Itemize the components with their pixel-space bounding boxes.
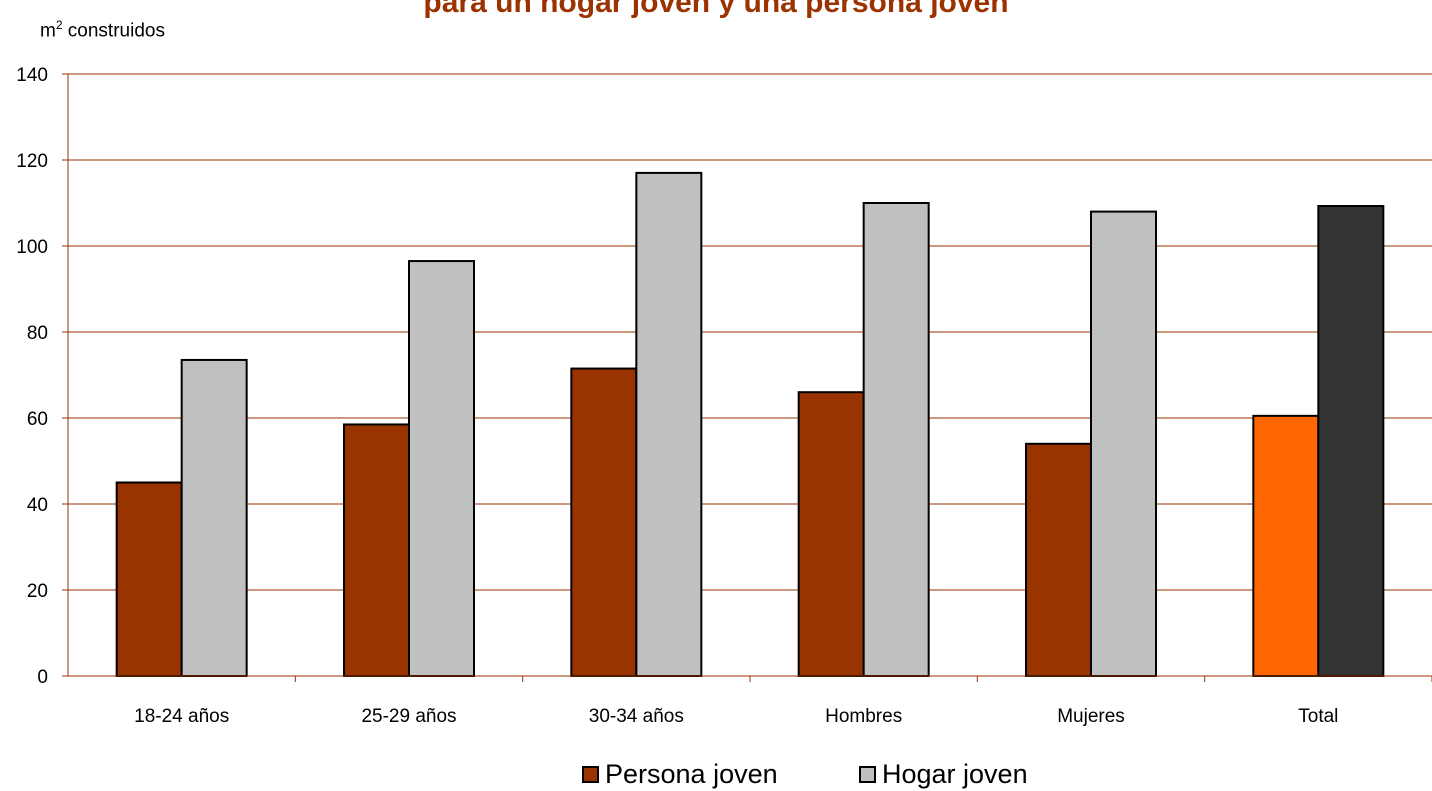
bars — [115, 171, 1385, 678]
y-axis-label-exponent: 2 — [55, 18, 63, 32]
bar-hogar-joven-total — [1317, 205, 1385, 677]
bar-persona-joven-25-29-a-os — [343, 423, 410, 678]
x-axis-ticks: 18-24 años 25-29 años 30-34 años Hombres Muj… — [134, 676, 1432, 727]
gridlines — [68, 73, 1432, 591]
y-tick-label-0: 0 — [37, 667, 48, 688]
y-tick-label-20: 20 — [27, 581, 48, 602]
bar-persona-joven-total — [1252, 414, 1320, 677]
legend-item-persona-joven: Persona joven — [582, 757, 778, 791]
bar-persona-joven-30-34-a-os — [570, 367, 638, 677]
bar-persona-joven-hombres — [797, 391, 865, 677]
x-tick-label-25-29-a-os: 25-29 años — [361, 706, 456, 727]
y-tick-label-80: 80 — [27, 323, 48, 344]
y-tick-label-120: 120 — [16, 151, 48, 172]
bar-hogar-joven-18-24-a-os — [180, 358, 248, 677]
legend-label-persona-joven: Persona joven — [605, 758, 778, 789]
x-tick-label-30-34-a-os: 30-34 años — [589, 706, 684, 727]
y-axis-label-text: construidos — [62, 20, 165, 42]
y-axis-label-unit: m — [40, 20, 56, 42]
y-tick-label-40: 40 — [27, 495, 48, 516]
y-tick-label-100: 100 — [16, 237, 48, 258]
y-tick-label-60: 60 — [27, 409, 48, 430]
bar-hogar-joven-25-29-a-os — [408, 260, 475, 677]
y-axis-ticks: 0 20 40 60 80 100 120 140 — [16, 65, 68, 688]
bar-hogar-joven-hombres — [862, 202, 930, 677]
bar-hogar-joven-30-34-a-os — [635, 171, 703, 677]
bar-persona-joven-mujeres — [1025, 442, 1092, 677]
chart-title: para un hogar joven y una persona joven — [423, 0, 1009, 19]
x-tick-label-hombres: Hombres — [825, 706, 902, 727]
legend-swatch-persona-joven — [582, 765, 599, 783]
legend-swatch-hogar-joven — [859, 765, 876, 783]
x-tick-label-mujeres: Mujeres — [1057, 706, 1125, 727]
bar-chart: 0 20 40 60 80 100 120 140 18-24 años 25-29 años 3… — [16, 65, 1432, 727]
bar-hogar-joven-mujeres — [1090, 210, 1157, 677]
x-tick-label-18-24-a-os: 18-24 años — [134, 706, 229, 727]
y-axis-label: m2 construidos — [40, 18, 165, 42]
legend-item-hogar-joven: Hogar joven — [859, 757, 1028, 791]
bar-persona-joven-18-24-a-os — [115, 481, 183, 677]
legend-label-hogar-joven: Hogar joven — [882, 758, 1028, 789]
x-tick-label-total: Total — [1298, 706, 1338, 727]
y-tick-label-140: 140 — [16, 65, 48, 86]
